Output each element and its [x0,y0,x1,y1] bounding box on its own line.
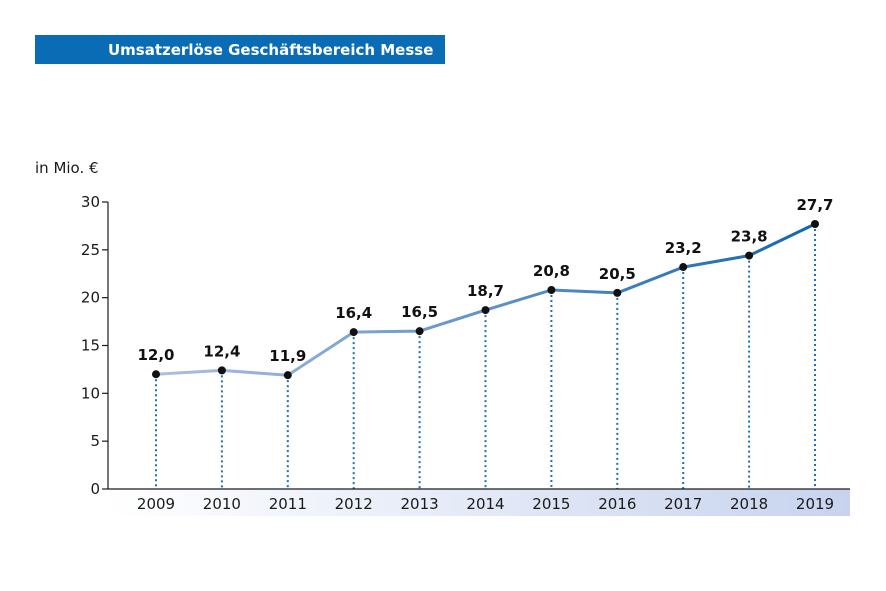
data-label: 23,8 [731,228,768,246]
data-label: 18,7 [467,282,504,300]
data-point [547,286,556,295]
chart-title-bar: Umsatzerlöse Geschäftsbereich Messe [35,35,445,64]
x-category-label: 2012 [335,495,373,513]
y-tick-label: 0 [90,480,100,498]
x-category-label: 2010 [203,495,241,513]
y-axis-ticks: 0 5 10 15 20 25 30 [81,193,108,498]
y-tick-label: 15 [81,337,100,355]
y-tick-label: 20 [81,289,100,307]
drop-lines [155,224,816,489]
x-category-label: 2011 [269,495,307,513]
x-category-label: 2017 [664,495,702,513]
data-label: 27,7 [796,196,833,214]
data-label: 20,8 [533,262,570,280]
x-category-label: 2019 [796,495,834,513]
data-point [745,251,754,260]
data-point [811,220,819,229]
data-point [481,306,490,315]
data-label: 12,4 [203,342,240,360]
data-label: 16,4 [335,304,372,322]
data-label: 11,9 [269,347,306,365]
x-category-label: 2018 [730,495,768,513]
x-category-label: 2015 [532,495,570,513]
y-tick-label: 25 [81,241,100,259]
y-tick-label: 5 [90,432,100,450]
data-label: 16,5 [401,303,438,321]
data-label: 12,0 [137,346,174,364]
data-point [613,288,622,297]
data-point [349,328,358,337]
data-point [152,370,160,379]
x-category-label: 2013 [401,495,439,513]
x-category-label: 2009 [137,495,175,513]
chart-title: Umsatzerlöse Geschäftsbereich Messe [108,40,434,59]
data-point [679,263,688,272]
x-category-label: 2014 [466,495,504,513]
y-axis-unit-label: in Mio. € [35,159,99,177]
data-point [283,371,292,380]
category-band [108,489,850,516]
y-tick-label: 10 [81,384,100,402]
data-point [415,327,424,336]
data-label: 20,5 [599,265,636,283]
data-labels: 12,0 12,4 11,9 16,4 16,5 18,7 20,8 20,5 23,2 23,8… [137,196,833,365]
data-points [152,220,819,380]
y-tick-label: 30 [81,193,100,211]
x-category-label: 2016 [598,495,636,513]
data-label: 23,2 [665,239,702,257]
x-axis-category-labels: 2009 2010 2011 2012 2013 2014 2015 2016 2017 2018… [137,495,834,513]
data-point [217,366,226,375]
